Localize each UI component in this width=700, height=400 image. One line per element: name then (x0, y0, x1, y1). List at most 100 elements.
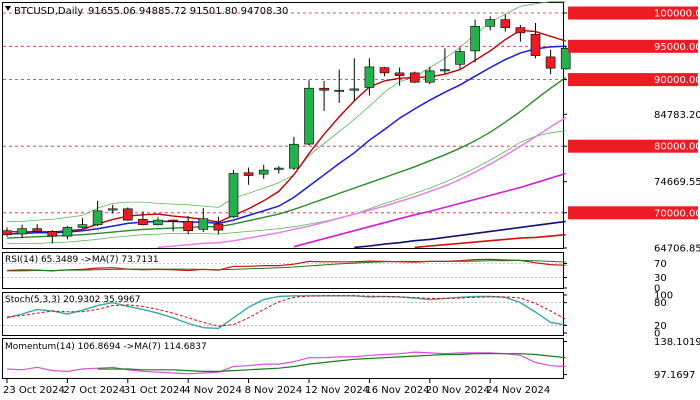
candle-body-bull (92, 210, 103, 226)
candle-30 (455, 47, 465, 69)
candle-body-bull (273, 167, 284, 170)
collapse-triangle-icon[interactable] (5, 6, 11, 11)
candle-3 (47, 230, 58, 244)
candle-37 (560, 46, 571, 70)
rsi-axis: 70 300 (563, 259, 667, 295)
candle-8 (123, 207, 133, 221)
candle-body-bear (500, 19, 511, 28)
chart-header: BTCUSD,Daily 91655.06 94885.72 91501.80 … (5, 6, 288, 17)
price-level-badge (568, 39, 698, 53)
candle-33 (500, 14, 511, 32)
candle-11 (168, 219, 178, 232)
osc-tick-label: 138.1019 (654, 337, 700, 348)
candlesticks (2, 14, 571, 244)
candle-body-bull (77, 224, 88, 228)
price-tick-label: 100000.00 (654, 9, 700, 20)
rsi-title: RSI(14) 65.3489 ->MA(7) 73.7131 (5, 255, 159, 265)
candle-4 (62, 226, 73, 240)
osc-tick-label: 100 (654, 291, 673, 302)
candle-22 (334, 69, 345, 103)
ohlc-values: 91655.06 94885.72 91501.80 94708.30 (88, 6, 288, 17)
overlay-ma-darkred (414, 233, 566, 249)
candle-9 (138, 211, 148, 226)
candle-body-bear (394, 72, 405, 76)
candle-15 (228, 170, 239, 219)
candle-17 (258, 164, 269, 179)
overlay-ma-blue (6, 45, 566, 235)
candle-25 (379, 66, 390, 77)
time-tick-label: 27 Oct 2024 (63, 385, 125, 396)
candle-body-bear (123, 208, 133, 221)
candle-body-bear (168, 219, 178, 222)
candle-body-bull (349, 88, 360, 91)
candle-35 (530, 23, 541, 59)
time-tick-label: 20 Nov 2024 (426, 385, 490, 396)
price-level-badge (568, 73, 698, 87)
candle-body-bull (17, 228, 27, 235)
price-tick-label: 64706.85 (654, 244, 700, 255)
candle-0 (2, 227, 12, 237)
candle-29 (440, 48, 450, 74)
candle-27 (409, 71, 420, 83)
candle-body-bear (213, 223, 224, 231)
candle-24 (364, 58, 375, 96)
candle-31 (470, 19, 480, 63)
momentum-panel[interactable] (2, 338, 564, 379)
price-tick-label: 90000.00 (654, 75, 700, 86)
osc-tick-label: 30 (654, 273, 667, 284)
symbol-label: BTCUSD,Daily (14, 6, 83, 17)
overlay-ma-green (6, 77, 567, 239)
overlay-ma-navy (354, 220, 566, 249)
overlay-bb-lower (7, 130, 566, 244)
time-tick-label: 24 Nov 2024 (486, 385, 550, 396)
time-tick-label: 4 Nov 2024 (184, 385, 242, 396)
candle-body-bull (364, 66, 375, 88)
price-tick-label: 95000.00 (654, 42, 700, 53)
candle-20 (304, 80, 314, 146)
candle-body-bear (47, 231, 58, 237)
candle-body-bull (304, 87, 314, 145)
candle-23 (349, 58, 360, 101)
osc-tick-label: 20 (654, 321, 667, 332)
candle-19 (289, 136, 299, 171)
candle-body-bear (2, 230, 12, 235)
candle-14 (213, 216, 224, 235)
time-tick-label: 12 Nov 2024 (305, 385, 369, 396)
candle-body-bull (107, 208, 118, 211)
series-ma-line (7, 259, 566, 272)
time-tick-label: 8 Nov 2024 (245, 385, 303, 396)
candle-5 (77, 218, 88, 229)
candle-body-bull (470, 25, 480, 52)
candle-body-bear (515, 27, 526, 34)
price-tick-label: 70000.00 (654, 208, 700, 219)
candle-6 (92, 200, 103, 227)
price-tick-label: 80000.00 (654, 142, 700, 153)
candle-34 (515, 25, 526, 42)
osc-tick-label: 70 (654, 259, 667, 270)
candle-body-bear (243, 172, 254, 176)
candle-18 (273, 166, 284, 174)
osc-tick-label: 97.1697 (654, 370, 695, 381)
momentum-title: Momentum(14) 106.8694 ->MA(7) 114.6837 (5, 342, 207, 352)
overlay-ma-pink (157, 116, 567, 249)
candle-body-bull (198, 218, 209, 230)
osc-tick-label: 0 (654, 329, 660, 340)
candle-body-bull (334, 89, 345, 92)
osc-tick-label: 0 (654, 284, 660, 295)
price-panel[interactable] (2, 2, 564, 249)
candle-body-bear (183, 221, 193, 231)
candle-body-bear (319, 87, 329, 91)
rsi-panel[interactable] (2, 252, 564, 289)
candle-body-bear (138, 219, 148, 225)
candle-body-bull (485, 19, 496, 27)
candle-body-bear (530, 33, 541, 56)
stoch-panel[interactable] (2, 292, 564, 336)
rsi-lines (3, 258, 566, 278)
series-d-line (6, 295, 566, 327)
momentum-axis: 138.1019 97.1697 (563, 337, 700, 381)
series-k-line (6, 295, 566, 330)
